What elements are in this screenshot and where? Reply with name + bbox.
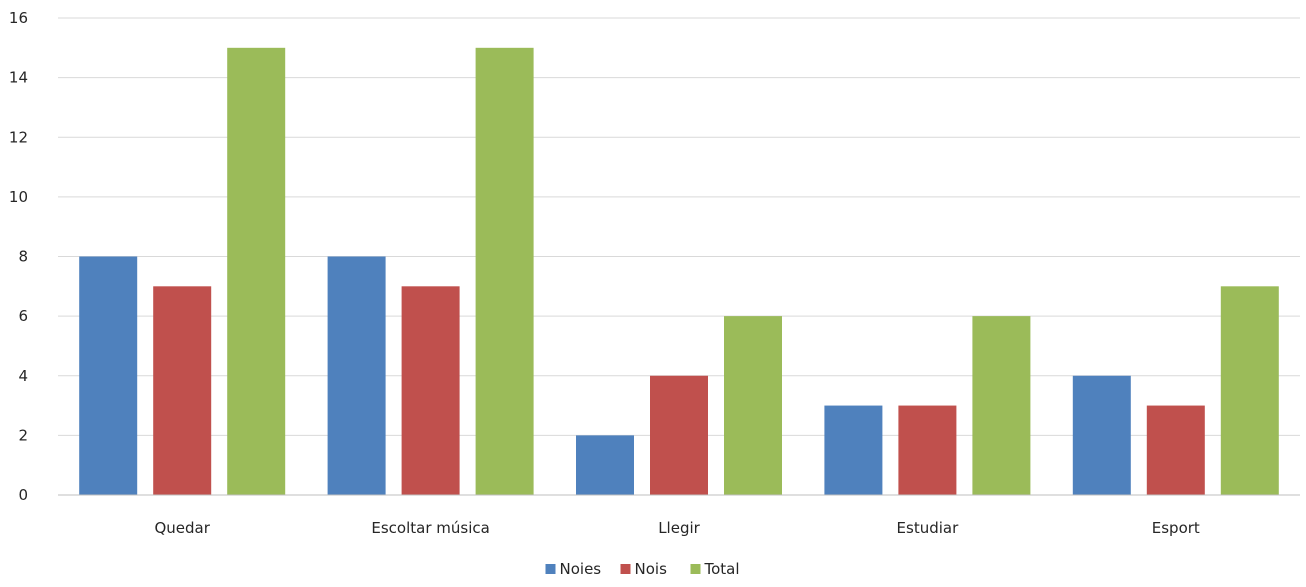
x-category-label: Llegir xyxy=(658,519,700,537)
bar-total-1 xyxy=(475,47,534,495)
x-category-label: Esport xyxy=(1152,519,1200,537)
x-axis-categories: Quedar Escoltar música Llegir Estudiar Espor… xyxy=(154,519,1199,537)
x-category-label: Quedar xyxy=(154,519,210,537)
x-category-label: Estudiar xyxy=(897,519,960,537)
legend: Noies Nois Total xyxy=(545,560,740,578)
bar-total-3 xyxy=(972,316,1031,495)
bar-noies-0 xyxy=(79,256,138,495)
y-tick-label: 6 xyxy=(18,307,28,325)
bar-nois-1 xyxy=(401,286,460,495)
legend-swatch-noies xyxy=(545,564,556,574)
bar-noies-2 xyxy=(576,435,634,495)
legend-label-total: Total xyxy=(704,560,740,578)
y-tick-label: 16 xyxy=(9,9,28,27)
y-tick-label: 8 xyxy=(18,248,28,266)
y-tick-label: 4 xyxy=(18,367,28,385)
bar-noies-3 xyxy=(824,405,883,495)
bar-nois-0 xyxy=(153,286,212,495)
legend-swatch-nois xyxy=(620,564,631,574)
y-axis-ticks: 0 2 4 6 8 10 12 14 16 xyxy=(9,9,28,504)
bar-nois-3 xyxy=(898,405,957,495)
x-category-label: Escoltar música xyxy=(371,519,489,537)
bar-noies-4 xyxy=(1072,375,1131,495)
bar-total-4 xyxy=(1220,286,1279,495)
bar-noies-1 xyxy=(327,256,386,495)
y-tick-label: 10 xyxy=(9,188,28,206)
bar-total-0 xyxy=(227,47,286,495)
y-tick-label: 12 xyxy=(9,128,28,146)
bar-nois-2 xyxy=(650,375,708,495)
y-tick-label: 0 xyxy=(18,486,28,504)
y-tick-label: 2 xyxy=(18,426,28,444)
legend-swatch-total xyxy=(690,564,701,574)
legend-label-noies: Noies xyxy=(560,560,602,578)
bars xyxy=(79,47,1279,495)
bar-total-2 xyxy=(724,316,782,495)
y-tick-label: 14 xyxy=(9,69,28,87)
legend-label-nois: Nois xyxy=(635,560,668,578)
bar-nois-4 xyxy=(1146,405,1205,495)
